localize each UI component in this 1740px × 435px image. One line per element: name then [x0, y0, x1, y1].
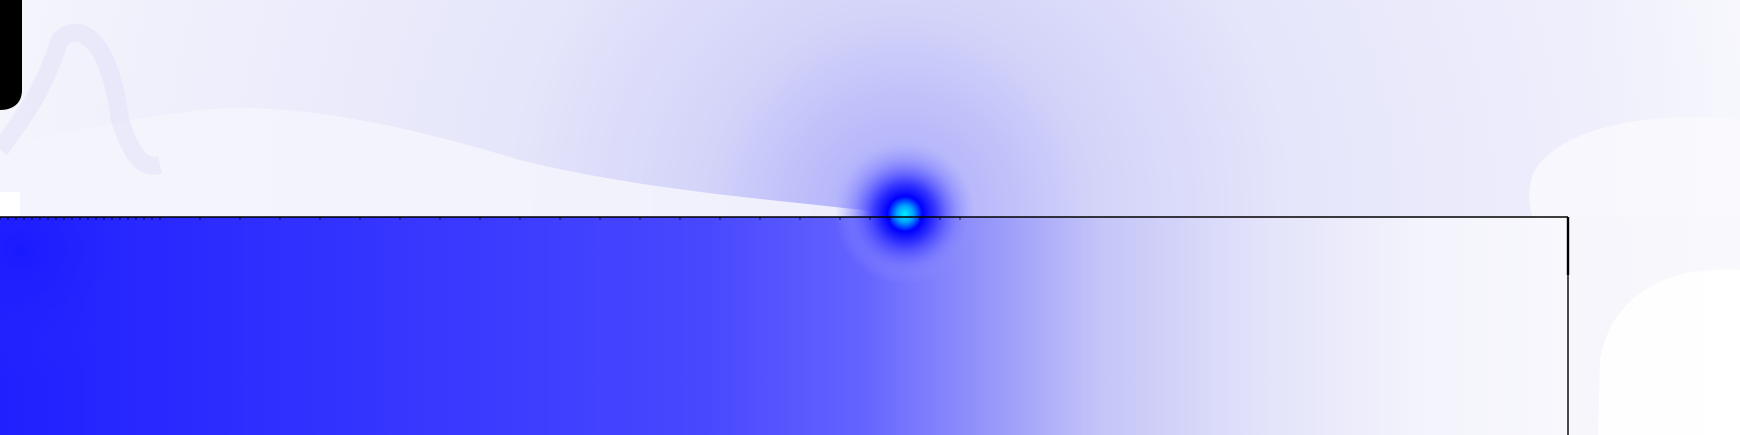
lower-field-region: [0, 217, 1570, 435]
lower-left-intensity: [0, 217, 160, 435]
interface-mesh-ticks: [0, 217, 961, 220]
left-edge-notch: [0, 192, 20, 216]
corner-marker: [0, 0, 22, 110]
right-fade: [1560, 0, 1740, 435]
upper-plume: [0, 108, 905, 217]
singularity-core: [835, 144, 975, 284]
upper-plume-edge: [0, 23, 163, 175]
